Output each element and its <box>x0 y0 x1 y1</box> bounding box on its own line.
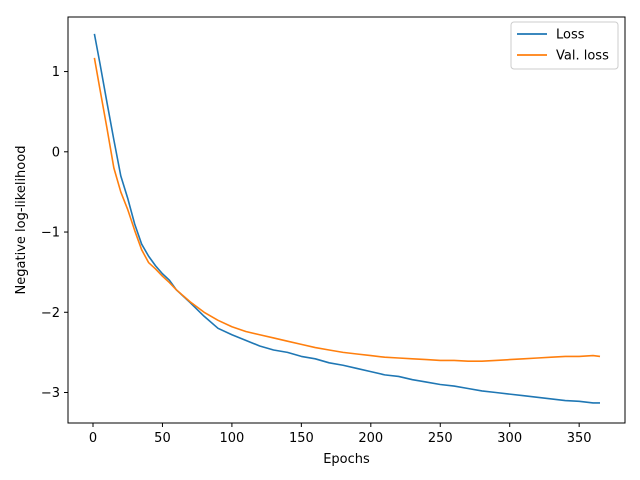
y-axis-label: Negative log-likelihood <box>14 146 29 295</box>
x-tick-label: 300 <box>497 431 522 446</box>
legend-label-loss: Loss <box>556 28 585 43</box>
plot-area <box>68 17 625 423</box>
x-tick-label: 350 <box>567 431 592 446</box>
x-axis-label: Epochs <box>323 452 370 467</box>
x-tick-label: 150 <box>289 431 314 446</box>
series-line-val-loss <box>93 57 601 363</box>
x-tick-label: 100 <box>219 431 244 446</box>
series-layer <box>93 33 601 404</box>
x-tick-label: 250 <box>428 431 453 446</box>
x-tick-label: 50 <box>154 431 171 446</box>
legend: Loss Val. loss <box>510 21 619 70</box>
y-tick-label: −2 <box>41 306 60 321</box>
plot-frame <box>67 16 626 424</box>
legend-label-val-loss: Val. loss <box>556 49 609 64</box>
x-tick-label: 0 <box>89 431 97 446</box>
y-tick-label: 1 <box>52 65 60 80</box>
axes-layer: 0 50 100 150 200 250 300 350 −3 −2 −1 0 1 <box>41 65 592 446</box>
x-tick-label: 200 <box>358 431 383 446</box>
y-tick-label: −3 <box>41 386 60 401</box>
series-line-loss <box>93 33 600 404</box>
y-tick-label: −1 <box>41 226 60 241</box>
y-tick-label: 0 <box>52 145 60 160</box>
